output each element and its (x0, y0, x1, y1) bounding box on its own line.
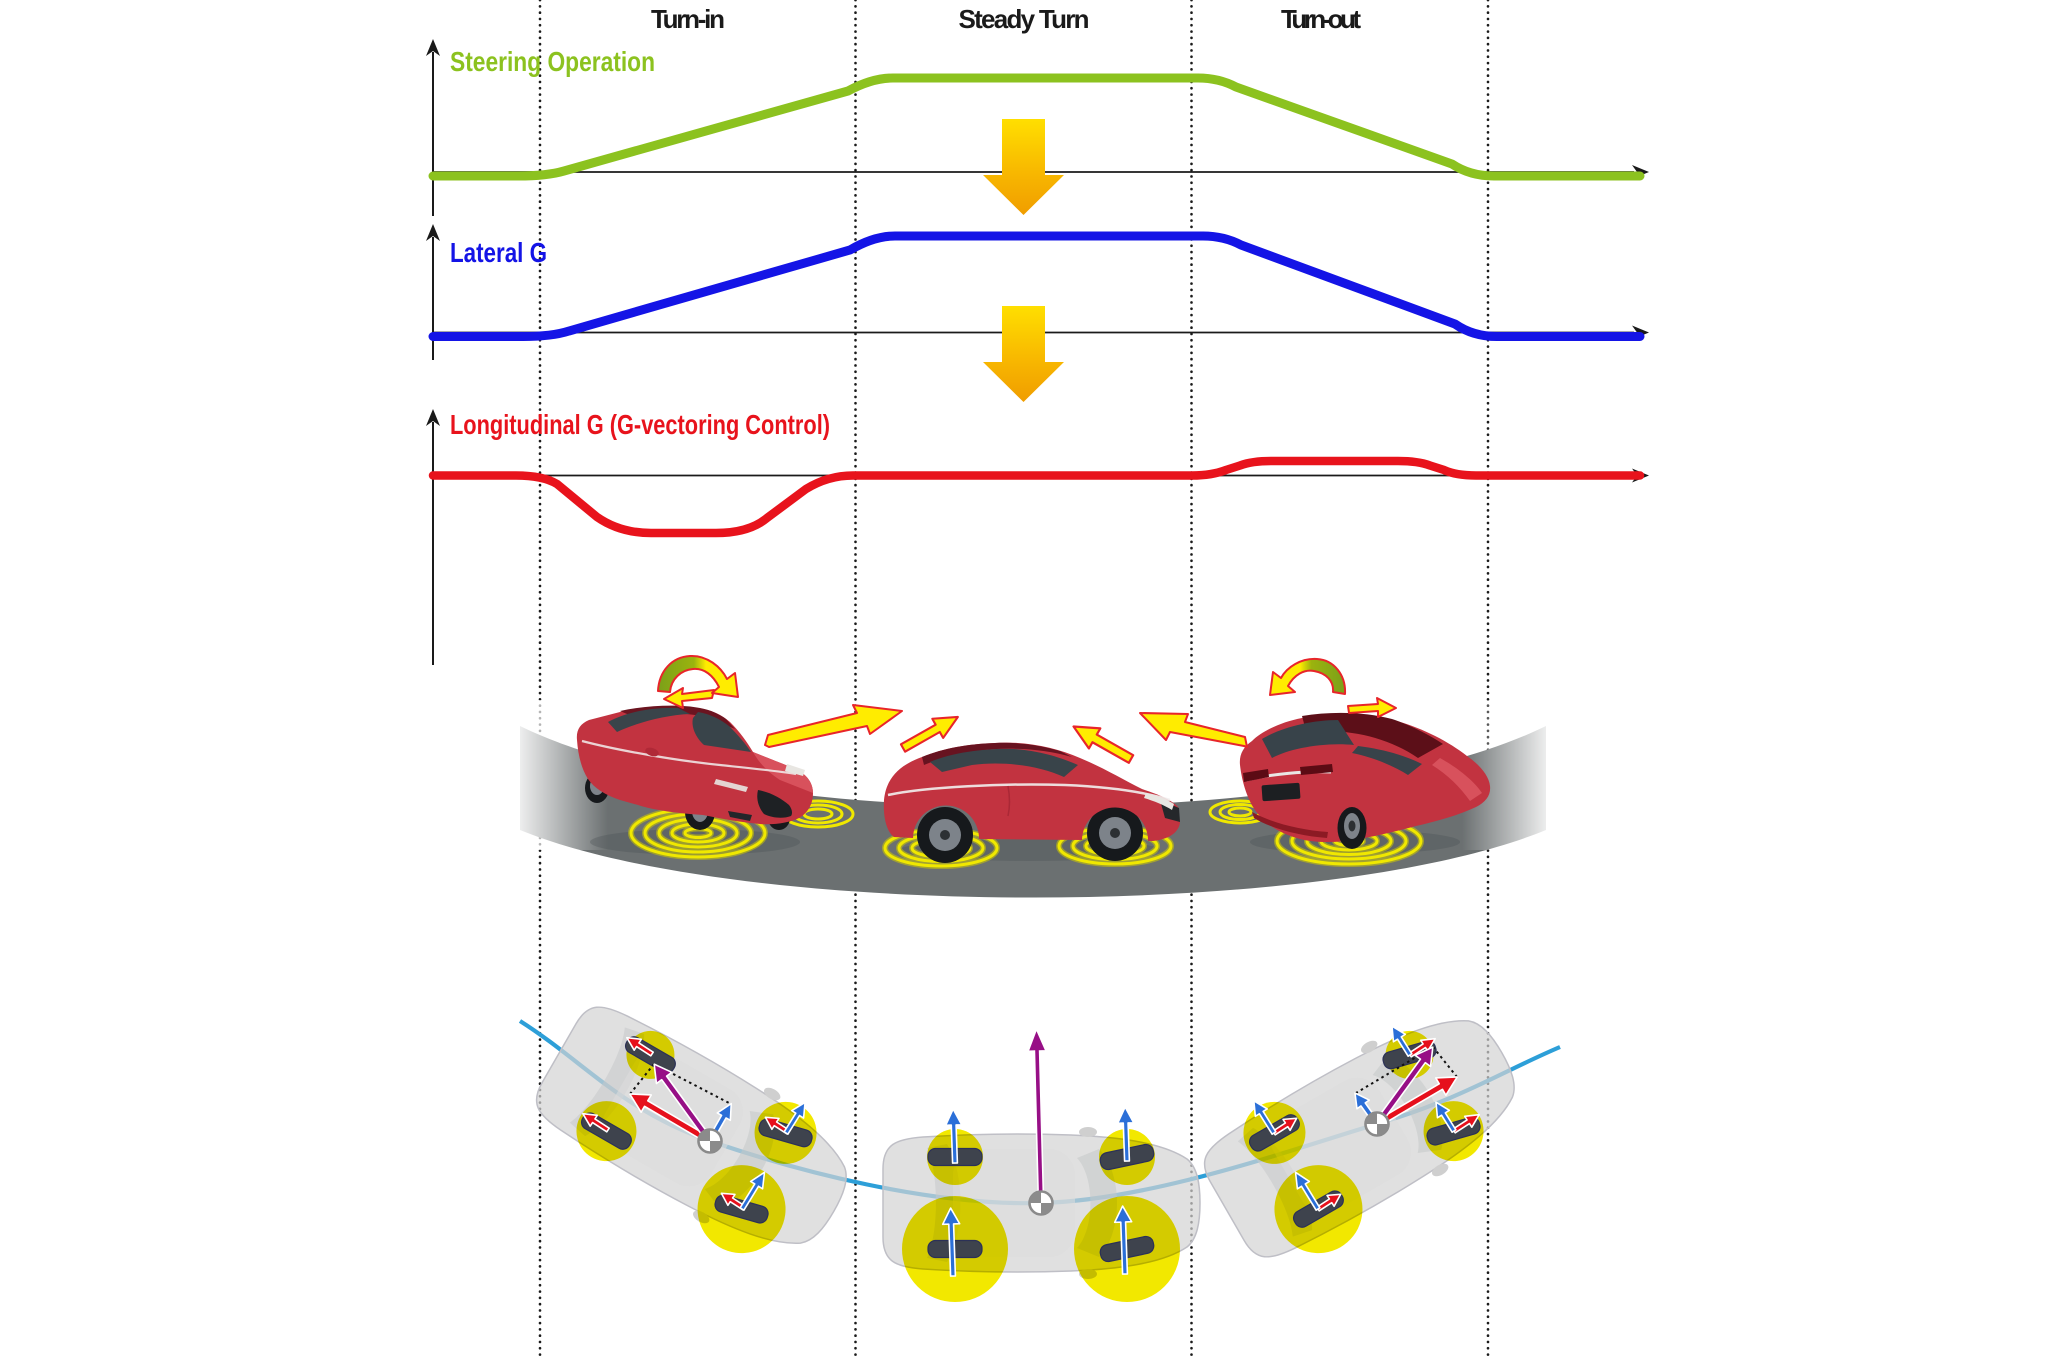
svg-text:Steady Turn: Steady Turn (959, 4, 1090, 34)
svg-text:Turn-in: Turn-in (651, 4, 725, 34)
svg-text:Steering Operation: Steering Operation (450, 46, 655, 77)
svg-text:Turn-out: Turn-out (1281, 4, 1361, 34)
svg-text:Lateral G: Lateral G (450, 237, 547, 268)
svg-text:Longitudinal G (G-vectoring Co: Longitudinal G (G-vectoring Control) (450, 409, 830, 440)
